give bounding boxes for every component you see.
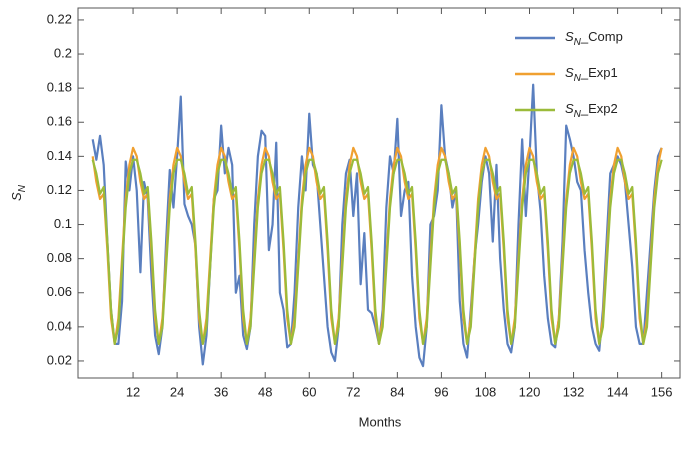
x-tick-label: 48 — [258, 384, 272, 399]
y-tick-label: 0.06 — [47, 284, 72, 299]
y-tick-label: 0.04 — [47, 318, 72, 333]
x-tick-label: 96 — [434, 384, 448, 399]
x-tick-label: 156 — [651, 384, 673, 399]
x-tick-label: 72 — [346, 384, 360, 399]
x-tick-label: 108 — [475, 384, 497, 399]
x-axis-label: Months — [359, 414, 402, 429]
series-line — [91, 158, 663, 345]
x-tick-label: 24 — [170, 384, 184, 399]
y-tick-label: 0.2 — [54, 45, 72, 60]
y-axis-label: SN — [9, 184, 27, 201]
x-tick-label: 84 — [390, 384, 404, 399]
y-tick-label: 0.12 — [47, 182, 72, 197]
legend-label: SN_Exp1 — [565, 65, 618, 83]
y-tick-label: 0.1 — [54, 216, 72, 231]
x-tick-label: 120 — [519, 384, 541, 399]
legend-label: SN_Exp2 — [565, 101, 618, 119]
y-tick-label: 0.22 — [47, 11, 72, 26]
x-tick-label: 60 — [302, 384, 316, 399]
y-tick-label: 0.02 — [47, 352, 72, 367]
y-tick-label: 0.18 — [47, 80, 72, 95]
y-tick-label: 0.16 — [47, 114, 72, 129]
x-tick-label: 12 — [126, 384, 140, 399]
plot-frame — [77, 7, 681, 379]
x-tick-label: 132 — [563, 384, 585, 399]
legend-label: SN_Comp — [565, 29, 623, 47]
y-tick-label: 0.14 — [47, 148, 72, 163]
y-tick-label: 0.08 — [47, 250, 72, 265]
x-tick-label: 144 — [607, 384, 629, 399]
x-tick-label: 36 — [214, 384, 228, 399]
